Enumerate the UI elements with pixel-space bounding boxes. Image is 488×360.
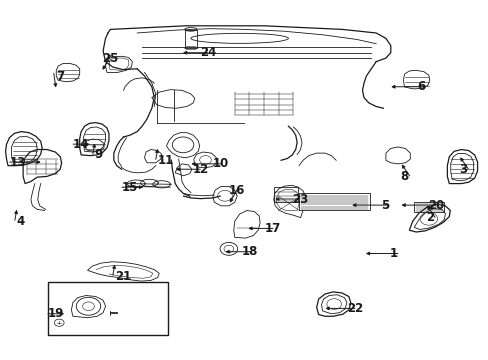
Text: 11: 11: [158, 154, 174, 167]
Bar: [273, 187, 298, 202]
Text: 5: 5: [380, 199, 388, 212]
Text: 24: 24: [199, 46, 216, 59]
Text: 19: 19: [47, 307, 64, 320]
Text: 22: 22: [346, 302, 363, 315]
Text: 3: 3: [458, 163, 466, 176]
Text: 7: 7: [56, 69, 64, 82]
Text: 12: 12: [192, 163, 208, 176]
Text: 25: 25: [102, 51, 118, 64]
Text: 20: 20: [427, 199, 443, 212]
Bar: [299, 193, 369, 211]
Text: 21: 21: [115, 270, 131, 283]
Text: 23: 23: [291, 193, 307, 206]
Text: 18: 18: [242, 245, 258, 258]
Text: 16: 16: [228, 184, 245, 197]
Text: 17: 17: [264, 222, 281, 235]
Text: 8: 8: [400, 170, 408, 183]
Text: 15: 15: [122, 181, 138, 194]
Text: 14: 14: [73, 138, 89, 150]
Text: 10: 10: [212, 157, 228, 170]
Text: 1: 1: [389, 247, 397, 260]
Text: 9: 9: [95, 148, 103, 161]
Text: 13: 13: [9, 156, 26, 168]
Bar: [184, 30, 197, 48]
Bar: [413, 202, 444, 212]
Text: 2: 2: [425, 211, 433, 224]
Text: 4: 4: [17, 215, 25, 228]
Text: 6: 6: [417, 80, 425, 93]
Bar: [48, 282, 168, 335]
